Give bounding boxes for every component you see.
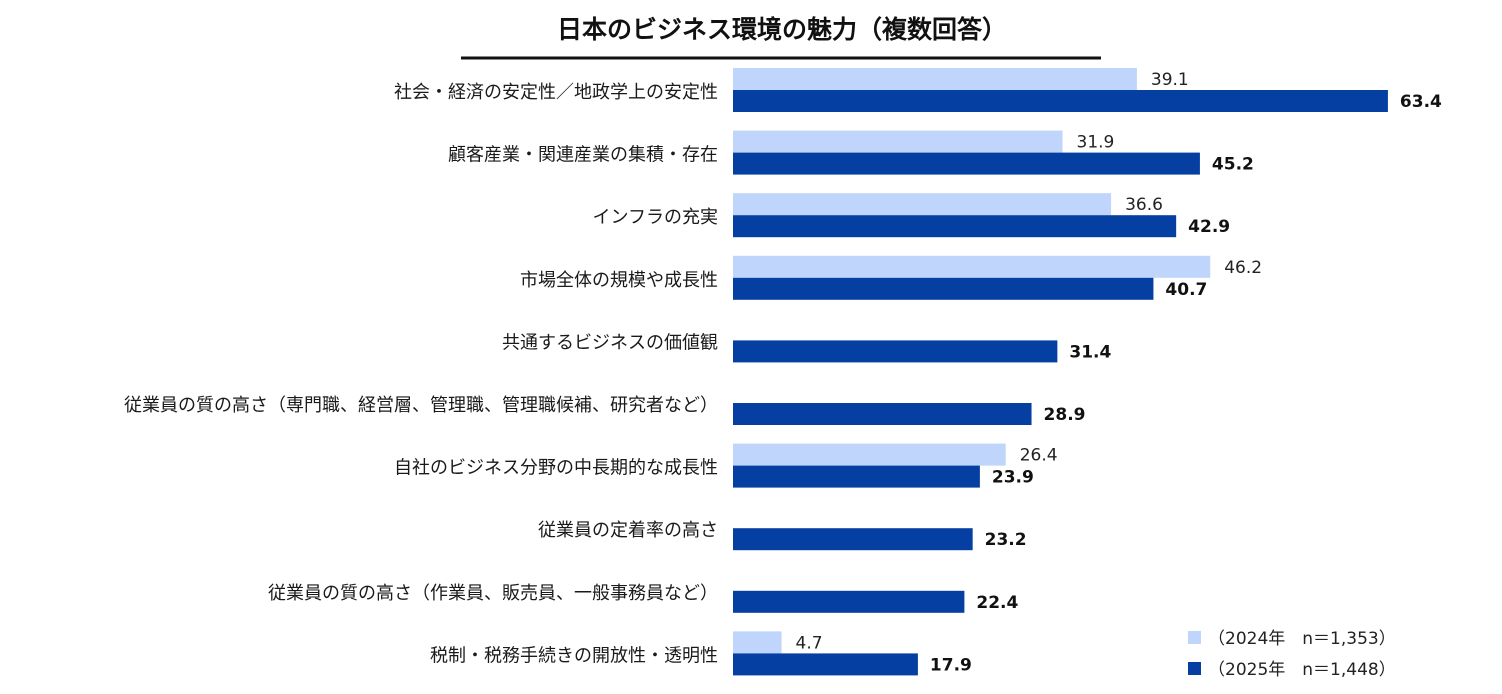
value-label-2025: 45.2 bbox=[1212, 155, 1254, 175]
value-label-2024: 26.4 bbox=[1020, 446, 1058, 466]
bar-2024 bbox=[733, 443, 1006, 466]
bar-2024 bbox=[733, 255, 1211, 278]
value-label-2024: 36.6 bbox=[1125, 195, 1163, 215]
chart-title: 日本のビジネス環境の魅力（複数回答） bbox=[557, 15, 1007, 44]
bar-2025 bbox=[733, 215, 1177, 238]
value-label-2025: 31.4 bbox=[1069, 342, 1111, 362]
value-label-2025: 23.2 bbox=[985, 530, 1027, 550]
category-label: 市場全体の規模や成長性 bbox=[520, 270, 718, 291]
bar-2025 bbox=[733, 152, 1200, 175]
bar-2024 bbox=[733, 193, 1112, 216]
value-label-2025: 42.9 bbox=[1188, 217, 1230, 237]
category-label: 顧客産業・関連産業の集積・存在 bbox=[448, 145, 718, 166]
category-label: 税制・税務手続きの開放性・透明性 bbox=[430, 645, 718, 666]
bar-2024 bbox=[733, 68, 1137, 90]
bar-2025 bbox=[733, 90, 1388, 112]
bar-2025 bbox=[733, 465, 980, 488]
bar-2024 bbox=[733, 130, 1063, 153]
bar-2025 bbox=[733, 653, 918, 676]
bar-2025 bbox=[733, 590, 965, 613]
category-label: 社会・経済の安定性／地政学上の安定性 bbox=[394, 82, 718, 103]
legend-swatch-2024 bbox=[1188, 631, 1201, 644]
legend-swatch-2025 bbox=[1188, 662, 1201, 675]
legend: （2024年 n＝1,353） （2025年 n＝1,448） bbox=[1188, 629, 1396, 680]
value-label-2025: 63.4 bbox=[1400, 92, 1442, 112]
legend-label-2024: （2024年 n＝1,353） bbox=[1208, 629, 1396, 649]
value-label-2025: 17.9 bbox=[930, 655, 972, 675]
bar-2025 bbox=[733, 340, 1058, 363]
value-label-2025: 22.4 bbox=[976, 593, 1018, 613]
category-label: 従業員の定着率の高さ bbox=[538, 520, 718, 541]
category-label: 共通するビジネスの価値観 bbox=[502, 332, 718, 353]
category-label: 従業員の質の高さ（専門職、経営層、管理職、管理職候補、研究者など） bbox=[124, 395, 718, 416]
value-label-2025: 23.9 bbox=[992, 468, 1034, 488]
bars-layer: 社会・経済の安定性／地政学上の安定性 39.1 63.4 顧客産業・関連産業の集積・存… bbox=[124, 68, 1442, 676]
bar-2025 bbox=[733, 277, 1154, 300]
value-label-2024: 39.1 bbox=[1151, 70, 1189, 90]
legend-label-2025: （2025年 n＝1,448） bbox=[1208, 660, 1396, 680]
value-label-2024: 46.2 bbox=[1224, 258, 1262, 278]
category-label: 自社のビジネス分野の中長期的な成長性 bbox=[394, 458, 718, 479]
category-label: インフラの充実 bbox=[593, 207, 718, 228]
value-label-2024: 4.7 bbox=[796, 633, 823, 653]
bar-2024 bbox=[733, 631, 782, 654]
value-label-2024: 31.9 bbox=[1077, 133, 1115, 153]
value-label-2025: 40.7 bbox=[1165, 280, 1207, 300]
category-label: 従業員の質の高さ（作業員、販売員、一般事務員など） bbox=[268, 583, 718, 604]
bar-2025 bbox=[733, 403, 1032, 425]
bar-2025 bbox=[733, 528, 973, 551]
value-label-2025: 28.9 bbox=[1044, 405, 1086, 425]
